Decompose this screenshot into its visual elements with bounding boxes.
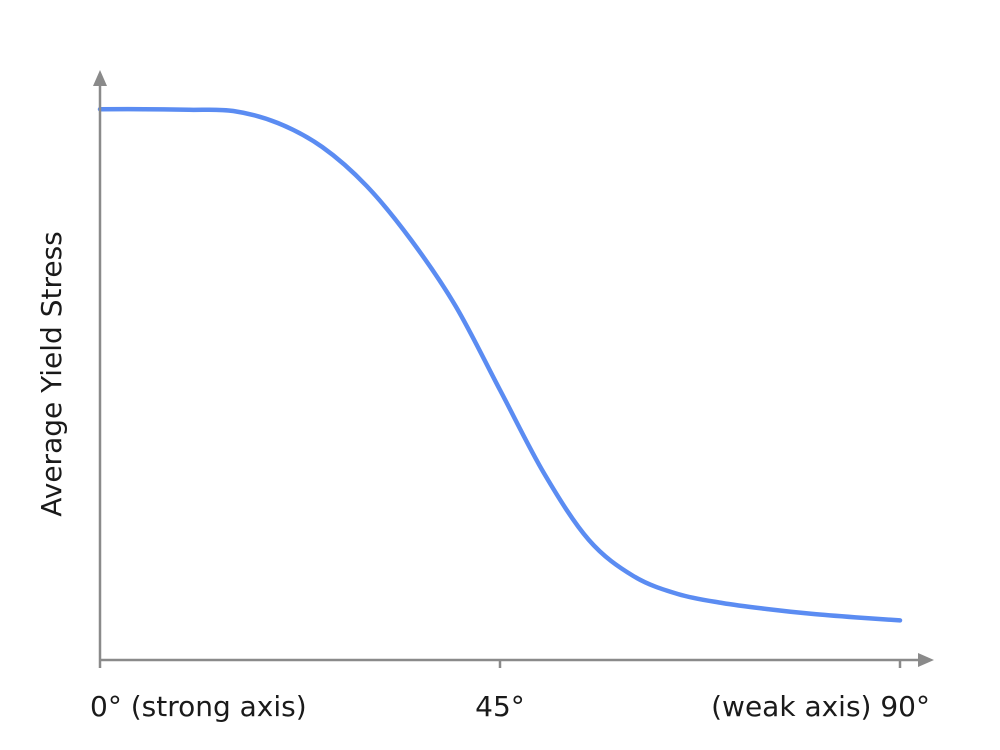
series-line [97,106,903,623]
x-tick-label: 0° (strong axis) [90,690,307,723]
y-axis-arrow-icon [93,70,107,86]
x-axis-arrow-icon [918,653,934,667]
x-ticks: 0° (strong axis) 45° (weak axis) 90° [90,660,930,723]
plot-area [97,106,903,623]
x-axis: 0° (strong axis) 45° (weak axis) 90° [90,653,934,723]
x-tick-label: (weak axis) 90° [711,690,930,723]
y-axis-title: Average Yield Stress [35,231,68,517]
y-axis: Average Yield Stress [35,70,107,660]
x-tick-label: 45° [475,690,525,723]
